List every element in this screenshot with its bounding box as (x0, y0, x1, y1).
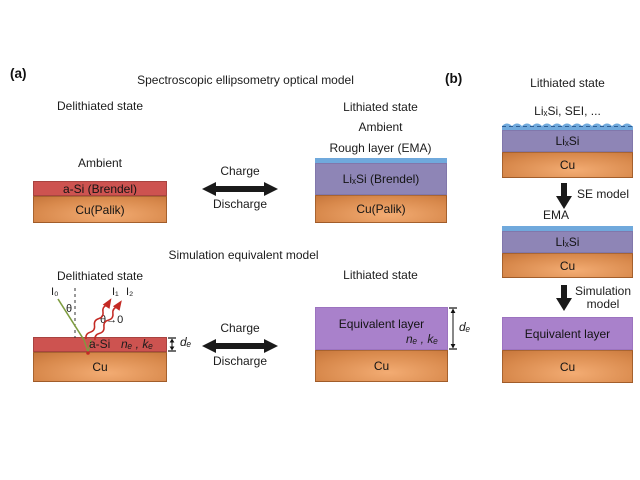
layer-cu-palik-left: Cu(Palik) (33, 196, 167, 223)
b-stack2-lixsi: LiₓSi (502, 231, 633, 253)
layer-cu-palik-right-label: Cu(Palik) (356, 202, 406, 216)
ray-i1-label: I₁ (112, 286, 119, 298)
simulation-model-label-line1: Simulation (574, 284, 632, 298)
thickness-marker-icon-left (168, 337, 176, 352)
panel-a-title: Spectroscopic ellipsometry optical model (137, 73, 354, 87)
charge-label-top: Charge (220, 164, 260, 178)
layer-lixsi-brendel: LiₓSi (Brendel) (315, 163, 447, 195)
layer-cu-bottom-left-label: Cu (92, 360, 108, 374)
discharge-label-bottom: Discharge (212, 354, 268, 368)
de-label-right: dₑ (459, 320, 471, 334)
layer-lixsi-brendel-label: LiₓSi (Brendel) (342, 172, 420, 186)
b-stack1-lixsi: LiₓSi (502, 130, 633, 152)
panel-b-tag: (b) (445, 71, 463, 86)
b-stack1-cu: Cu (502, 152, 633, 178)
a-si-thin-label: a-Si (89, 337, 111, 351)
de-label-left: dₑ (180, 335, 192, 349)
lithiated-state-label-bottom: Lithiated state (343, 268, 418, 282)
layer-equivalent-left-label: Equivalent layer (338, 316, 425, 331)
ne-ke-label-left: nₑ , kₑ (121, 337, 153, 351)
rough-layer-label: Rough layer (EMA) (329, 141, 432, 155)
ray-i0-label: I₀ (51, 286, 59, 298)
lithiated-state-label-top: Lithiated state (343, 100, 418, 114)
panel-a-tag: (a) (10, 66, 27, 81)
layer-cu-bottom-right: Cu (315, 350, 448, 382)
ne-ke-label-right: nₑ , kₑ (406, 332, 438, 346)
ray-i2-label: I₂ (126, 286, 134, 298)
simulation-model-label: Simulation model (573, 285, 633, 311)
thickness-marker-icon-right (449, 307, 457, 350)
panel-b-title: Lithiated state (530, 76, 605, 90)
charge-discharge-arrow-icon-top (202, 182, 278, 196)
b-stack2-lixsi-label: LiₓSi (555, 235, 580, 249)
lixsi-sei-label: LiₓSi, SEI, ... (534, 104, 601, 118)
layer-rough-ema-strip (315, 158, 447, 163)
b-stack3-cu: Cu (502, 350, 633, 383)
simulation-model-label-line2: model (586, 297, 620, 311)
down-arrow-icon-simulation-model (556, 285, 572, 311)
ema-label: EMA (542, 208, 569, 222)
ambient-label-left: Ambient (77, 156, 123, 170)
theta-to-zero-label: θ→0 (100, 314, 124, 326)
b-stack3-equivalent-label: Equivalent layer (524, 326, 611, 341)
ambient-label-right: Ambient (358, 120, 403, 134)
se-model-label: SE model (577, 187, 630, 201)
layer-cu-palik-right: Cu(Palik) (315, 195, 447, 223)
delithiated-state-label-bottom: Delithiated state (57, 269, 144, 283)
b-stack3-equivalent: Equivalent layer (502, 317, 633, 350)
b-stack1-lixsi-label: LiₓSi (555, 134, 580, 148)
delithiated-state-label-top: Delithiated state (57, 99, 144, 113)
charge-discharge-arrow-icon-bottom (202, 339, 278, 353)
layer-a-si-brendel-label: a-Si (Brendel) (62, 181, 138, 196)
discharge-label-top: Discharge (212, 197, 268, 211)
layer-cu-palik-left-label: Cu(Palik) (75, 202, 125, 217)
rough-surface-wavy-layer (502, 123, 633, 130)
b-stack2-ema-strip (502, 226, 633, 231)
layer-cu-bottom-right-label: Cu (373, 359, 390, 373)
down-arrow-icon-se-model (556, 183, 572, 209)
b-stack3-cu-label: Cu (559, 359, 576, 374)
b-stack2-cu: Cu (502, 253, 633, 278)
layer-a-si-brendel: a-Si (Brendel) (33, 181, 167, 196)
b-stack1-cu-label: Cu (559, 158, 576, 172)
simulation-model-title: Simulation equivalent model (168, 248, 319, 262)
layer-equivalent-left: Equivalent layer (315, 307, 448, 350)
charge-label-bottom: Charge (220, 321, 260, 335)
layer-cu-bottom-left: Cu (33, 352, 167, 382)
theta-label: θ (66, 303, 73, 315)
b-stack2-cu-label: Cu (559, 258, 576, 273)
